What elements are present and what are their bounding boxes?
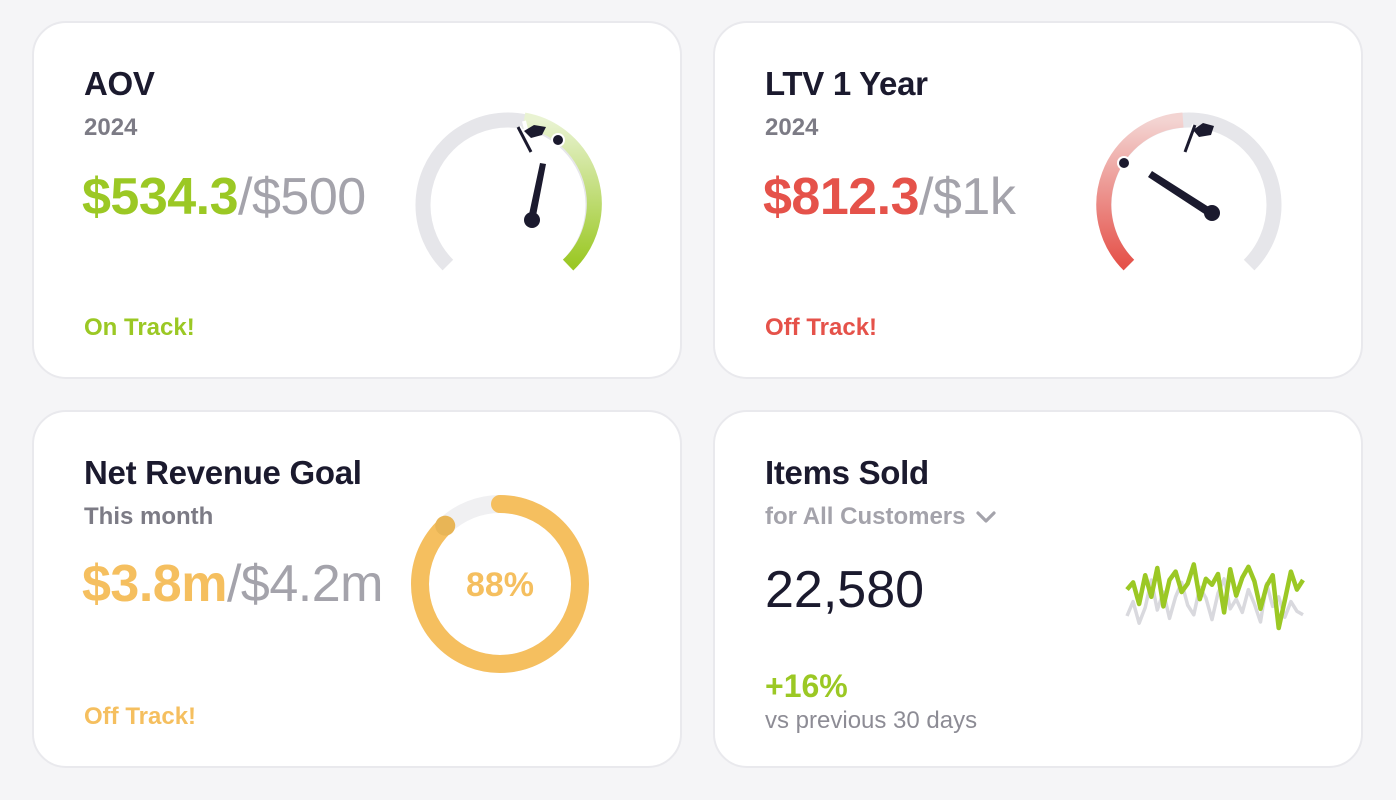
ring-progress — [411, 495, 589, 673]
chevron-down-icon — [976, 511, 997, 523]
current-value: $3.8m — [82, 555, 227, 613]
current-value: $534.3 — [82, 168, 239, 226]
ring-knob — [435, 515, 456, 536]
change-note: vs previous 30 days — [765, 707, 978, 734]
card-subtitle: 2024 — [765, 114, 819, 141]
status-text: On Track! — [84, 314, 195, 341]
sparkline-current — [1125, 562, 1305, 631]
status-text: Off Track! — [765, 314, 878, 341]
items-sold-card: Items Sold for All Customers 22,580 +16%… — [713, 410, 1363, 768]
card-subtitle: This month — [84, 503, 214, 530]
progress-ring: 88% — [411, 495, 589, 673]
value-row: $3.8m/$4.2m — [82, 554, 383, 614]
flag-icon — [1182, 123, 1214, 154]
items-count: 22,580 — [765, 561, 925, 619]
ltv-card: LTV 1 Year 2024 $812.3/$1k Off Track! — [713, 21, 1363, 379]
ltv-gauge — [1096, 112, 1282, 271]
change-percent: +16% — [765, 668, 848, 704]
gauge-needle — [1148, 171, 1214, 217]
value-row: $812.3/$1k — [763, 167, 1016, 227]
customer-filter-dropdown[interactable]: for All Customers — [765, 503, 997, 531]
flag-icon — [515, 125, 546, 154]
target-value: $500 — [252, 168, 366, 226]
progress-label: 88% — [466, 566, 534, 604]
value-separator: / — [919, 168, 933, 226]
items-sparkline — [1125, 562, 1305, 631]
filter-label: for All Customers — [765, 503, 966, 530]
sparkline-previous — [1125, 577, 1304, 625]
value-separator: / — [238, 168, 252, 226]
target-value: $4.2m — [240, 555, 384, 613]
card-title: AOV — [84, 65, 155, 102]
card-title: Items Sold — [765, 454, 929, 491]
gauge-progress — [522, 112, 602, 271]
card-title: LTV 1 Year — [765, 65, 928, 102]
gauge-progress — [1096, 112, 1184, 271]
card-subtitle: 2024 — [84, 114, 138, 141]
value-separator: / — [226, 555, 241, 613]
value-row: $534.3/$500 — [82, 167, 366, 227]
current-value: $812.3 — [763, 168, 920, 226]
net-revenue-card: Net Revenue Goal This month $3.8m/$4.2m … — [32, 410, 682, 768]
gauge-needle — [527, 163, 546, 225]
target-value: $1k — [933, 168, 1016, 226]
gauge-hub — [524, 212, 540, 228]
gauge-hub — [1204, 205, 1220, 221]
aov-card: AOV 2024 $534.3/$500 On Track! — [32, 21, 682, 379]
aov-gauge — [415, 112, 602, 271]
status-text: Off Track! — [84, 703, 197, 730]
card-title: Net Revenue Goal — [84, 454, 362, 491]
